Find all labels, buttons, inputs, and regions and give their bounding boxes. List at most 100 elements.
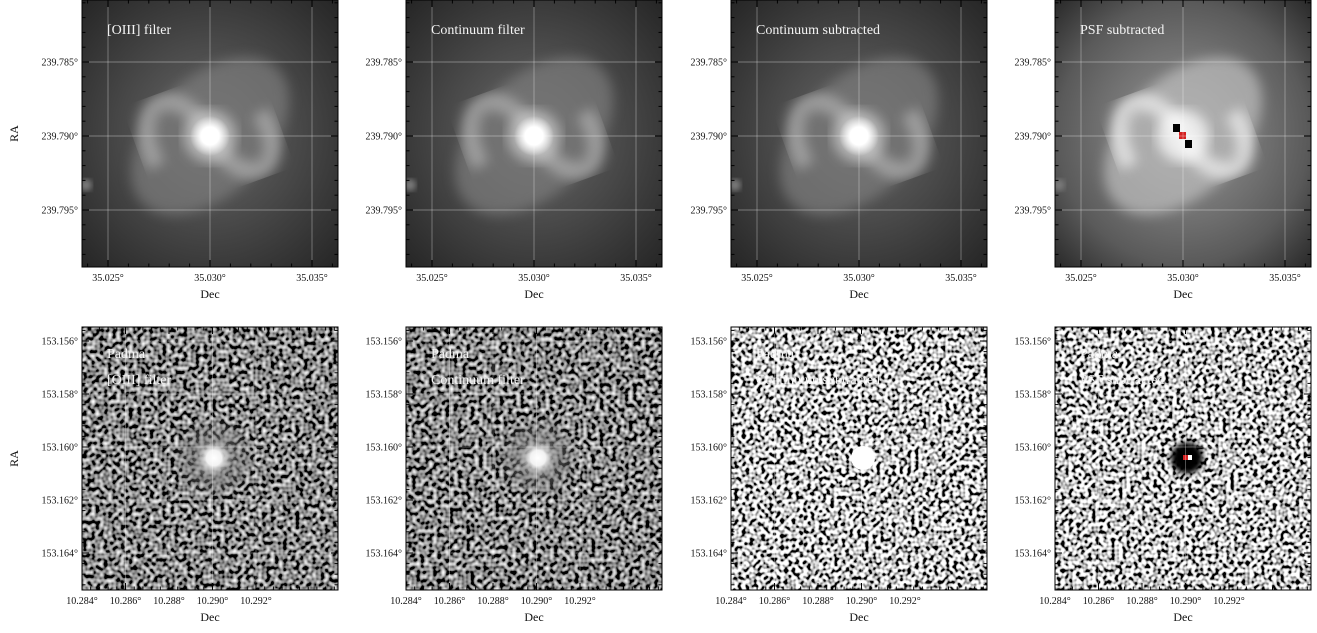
frame bbox=[81, 0, 339, 268]
panel-label: Padma bbox=[756, 347, 795, 362]
y-tick-label: 153.164° bbox=[42, 549, 79, 560]
residual bbox=[1185, 140, 1192, 148]
x-tick-label: 10.288° bbox=[802, 596, 834, 607]
y-axis-label: RA bbox=[7, 125, 21, 142]
y-tick-label: 153.164° bbox=[691, 549, 728, 560]
frame bbox=[81, 326, 339, 591]
x-tick-label: 35.035° bbox=[1269, 273, 1301, 284]
y-tick-label: 153.160° bbox=[1015, 443, 1052, 454]
y-tick-label: 239.795° bbox=[42, 206, 79, 217]
side-star bbox=[406, 179, 416, 191]
side-star bbox=[1055, 179, 1065, 191]
panel: 10.284° 10.286° 10.288° 10.290° 10.292° 153.1… bbox=[7, 326, 339, 624]
x-tick-label: 10.292° bbox=[564, 596, 596, 607]
star bbox=[192, 436, 236, 480]
x-tick-label: 35.030° bbox=[1167, 273, 1199, 284]
residual bbox=[1173, 124, 1180, 132]
panel-label: PSF subtracted bbox=[1080, 373, 1164, 388]
y-tick-label: 239.790° bbox=[1015, 132, 1052, 143]
y-tick-label: 239.785° bbox=[691, 58, 728, 69]
side-star bbox=[82, 179, 92, 191]
y-tick-label: 239.795° bbox=[691, 206, 728, 217]
panel: 35.025° 35.030° 35.035° 239.785° 239.790° 239… bbox=[691, 0, 988, 301]
x-tick-label: 35.025° bbox=[741, 273, 773, 284]
residual bbox=[1179, 132, 1186, 139]
panel-label: Padma bbox=[1080, 347, 1119, 362]
y-tick-label: 239.790° bbox=[42, 132, 79, 143]
x-tick-label: 10.292° bbox=[1213, 596, 1245, 607]
panel-label: Continuum filter bbox=[431, 23, 525, 38]
x-tick-label: 35.030° bbox=[518, 273, 550, 284]
panel-label: Padma bbox=[431, 347, 470, 362]
y-tick-label: 153.156° bbox=[42, 337, 79, 348]
x-tick-label: 10.288° bbox=[153, 596, 185, 607]
x-axis-label: Dec bbox=[200, 610, 219, 624]
panel-label: Continuum subtracted bbox=[756, 23, 880, 38]
panel-label: Continuum filter bbox=[431, 373, 525, 388]
x-tick-label: 10.288° bbox=[1126, 596, 1158, 607]
star bbox=[516, 436, 560, 480]
x-tick-label: 10.286° bbox=[110, 596, 142, 607]
y-tick-label: 153.156° bbox=[691, 337, 728, 348]
image bbox=[1055, 0, 1311, 267]
y-tick-label: 239.785° bbox=[42, 58, 79, 69]
y-tick-label: 153.164° bbox=[1015, 549, 1052, 560]
y-tick-label: 153.158° bbox=[42, 390, 79, 401]
y-tick-label: 153.156° bbox=[366, 337, 403, 348]
x-axis-label: Dec bbox=[1173, 287, 1192, 301]
y-tick-label: 239.785° bbox=[366, 58, 403, 69]
y-tick-label: 153.162° bbox=[42, 496, 79, 507]
frame bbox=[1054, 0, 1312, 268]
y-tick-label: 239.790° bbox=[691, 132, 728, 143]
y-tick-label: 153.162° bbox=[366, 496, 403, 507]
x-axis-label: Dec bbox=[849, 287, 868, 301]
y-tick-label: 153.160° bbox=[42, 443, 79, 454]
core bbox=[190, 116, 230, 156]
x-tick-label: 10.286° bbox=[1083, 596, 1115, 607]
image bbox=[82, 327, 338, 590]
panel: 10.284° 10.286° 10.288° 10.290° 10.292° 153.1… bbox=[691, 326, 988, 624]
x-axis-label: Dec bbox=[524, 610, 543, 624]
y-tick-label: 153.160° bbox=[691, 443, 728, 454]
x-tick-label: 10.290° bbox=[846, 596, 878, 607]
panel: 35.025° 35.030° 35.035° 239.785° 239.790° 239… bbox=[1015, 0, 1312, 301]
y-axis-label: RA bbox=[7, 450, 21, 467]
x-tick-label: 10.288° bbox=[477, 596, 509, 607]
x-tick-label: 10.290° bbox=[197, 596, 229, 607]
x-tick-label: 10.290° bbox=[1170, 596, 1202, 607]
frame bbox=[730, 0, 988, 268]
y-tick-label: 239.790° bbox=[366, 132, 403, 143]
panel-label: Continuum subtracted bbox=[756, 373, 880, 388]
panel: 10.284° 10.286° 10.288° 10.290° 10.292° 153.1… bbox=[366, 326, 663, 624]
frame bbox=[1054, 326, 1312, 591]
y-tick-label: 153.160° bbox=[366, 443, 403, 454]
y-tick-label: 153.162° bbox=[1015, 496, 1052, 507]
frame bbox=[730, 326, 988, 591]
x-axis-label: Dec bbox=[849, 610, 868, 624]
residual bbox=[1183, 455, 1188, 460]
x-tick-label: 10.286° bbox=[434, 596, 466, 607]
side-star bbox=[731, 179, 741, 191]
x-tick-label: 10.284° bbox=[715, 596, 747, 607]
y-tick-label: 153.164° bbox=[366, 549, 403, 560]
x-tick-label: 35.030° bbox=[843, 273, 875, 284]
y-tick-label: 239.795° bbox=[366, 206, 403, 217]
x-tick-label: 35.035° bbox=[620, 273, 652, 284]
y-tick-label: 153.158° bbox=[366, 390, 403, 401]
panels: 35.025° 35.030° 35.035° 239.785° 239.790° 239… bbox=[7, 0, 1312, 624]
image bbox=[82, 0, 338, 267]
panel: 10.284° 10.286° 10.288° 10.290° 10.292° 153.1… bbox=[1015, 326, 1312, 624]
x-tick-label: 10.290° bbox=[521, 596, 553, 607]
x-tick-label: 35.025° bbox=[1065, 273, 1097, 284]
x-axis-label: Dec bbox=[524, 287, 543, 301]
x-tick-label: 10.284° bbox=[1039, 596, 1071, 607]
image bbox=[731, 0, 987, 267]
core bbox=[514, 116, 554, 156]
panel-label: [OIII] filter bbox=[107, 23, 171, 38]
y-tick-label: 239.785° bbox=[1015, 58, 1052, 69]
y-tick-label: 153.162° bbox=[691, 496, 728, 507]
x-axis-label: Dec bbox=[200, 287, 219, 301]
star bbox=[851, 446, 875, 470]
panel-label: Padma bbox=[107, 347, 146, 362]
image bbox=[406, 327, 662, 590]
